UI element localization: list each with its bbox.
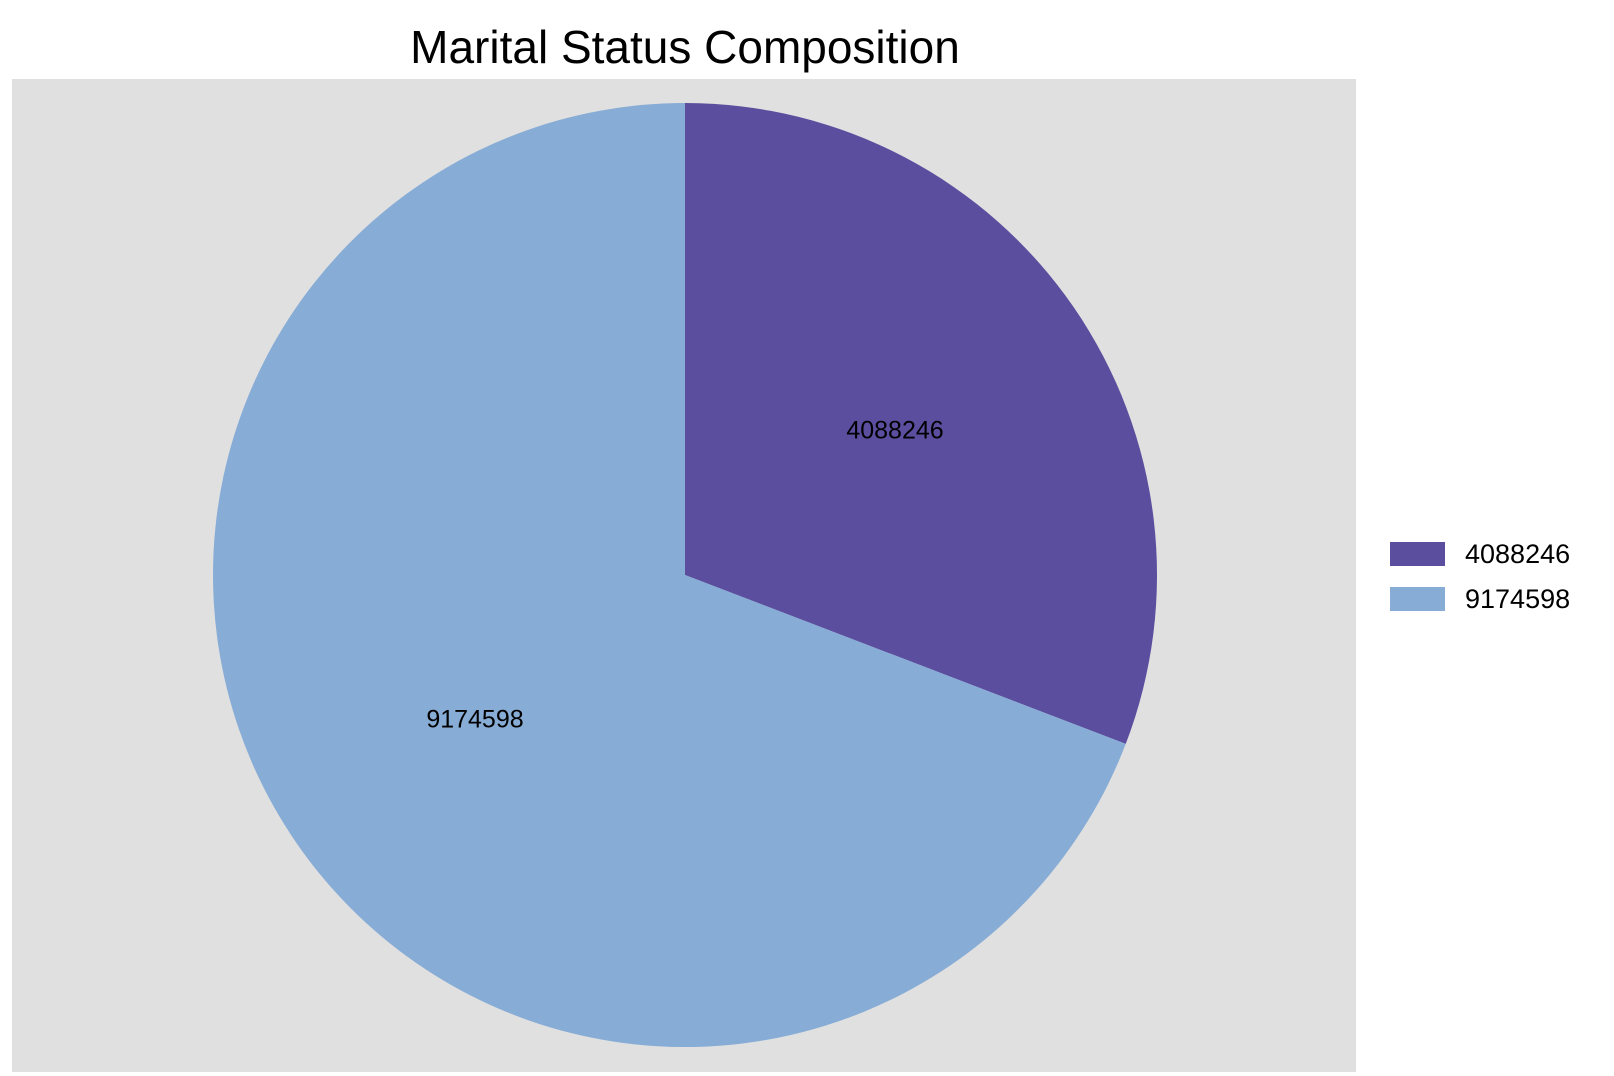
pie-slice-4088246 — [685, 103, 1157, 744]
legend: 4088246 9174598 — [1390, 539, 1570, 614]
chart-title: Marital Status Composition — [410, 21, 960, 73]
legend-label-9174598: 9174598 — [1465, 584, 1570, 614]
legend-key-9174598 — [1390, 587, 1445, 611]
pie-slices — [213, 103, 1157, 1048]
pie-slice-9174598 — [213, 103, 1126, 1048]
slice-label-4088246: 4088246 — [846, 417, 943, 445]
legend-key-4088246 — [1390, 542, 1445, 566]
legend-label-4088246: 4088246 — [1465, 539, 1570, 569]
slice-label-9174598: 9174598 — [426, 705, 523, 733]
pie-slice-labels: 4088246 9174598 — [426, 417, 943, 734]
